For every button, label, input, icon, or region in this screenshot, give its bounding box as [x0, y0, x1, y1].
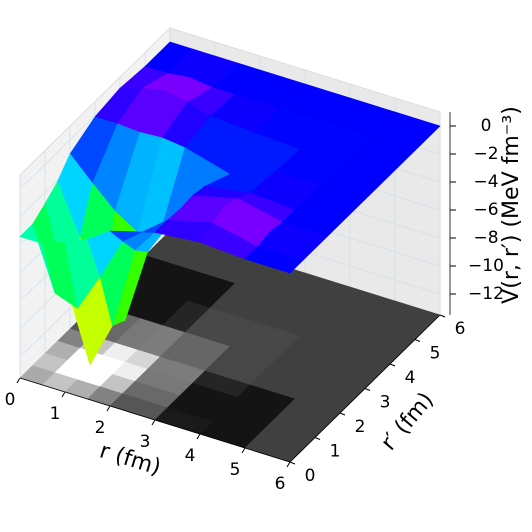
x-tick [106, 405, 111, 412]
x-tick [286, 461, 291, 468]
y-tick [414, 339, 421, 342]
y-tick-label: 2 [355, 417, 366, 437]
x-tick-label: 2 [95, 418, 106, 438]
x-axis-label: r (fm) [97, 438, 164, 480]
y-tick [289, 461, 296, 465]
x-tick [241, 447, 246, 454]
z-tick-label: −4 [473, 172, 498, 192]
surface-patch [244, 246, 304, 274]
x-tick-label: 5 [230, 460, 241, 480]
y-tick-label: 5 [430, 344, 441, 364]
y-tick [339, 412, 346, 416]
y-tick-label: 3 [380, 393, 391, 413]
axis-line [19, 314, 441, 463]
y-tick-label: 6 [455, 319, 466, 339]
x-tick-label: 4 [185, 446, 196, 466]
z-tick-label: −2 [473, 144, 498, 164]
y-tick-label: 4 [405, 368, 416, 388]
x-tick [61, 391, 66, 398]
z-tick-label: 0 [481, 116, 492, 136]
y-tick [439, 314, 446, 318]
x-tick-label: 3 [140, 432, 151, 452]
z-axis-label: V(r, r′) (MeV fm⁻³) [499, 106, 524, 304]
z-tick-label: −10 [468, 256, 504, 276]
x-tick-label: 0 [5, 390, 16, 410]
x-tick-label: 6 [275, 474, 286, 494]
z-tick-label: −8 [473, 228, 498, 248]
y-tick-label: 1 [330, 442, 341, 462]
y-tick [364, 388, 371, 391]
y-tick [389, 363, 396, 367]
x-tick [196, 433, 201, 440]
z-tick-label: −12 [468, 284, 504, 304]
z-tick-label: −6 [473, 200, 498, 220]
x-tick-label: 1 [50, 404, 61, 424]
y-tick-label: 0 [305, 466, 316, 486]
y-tick [314, 437, 321, 440]
x-tick [16, 377, 21, 384]
x-tick [151, 419, 156, 426]
